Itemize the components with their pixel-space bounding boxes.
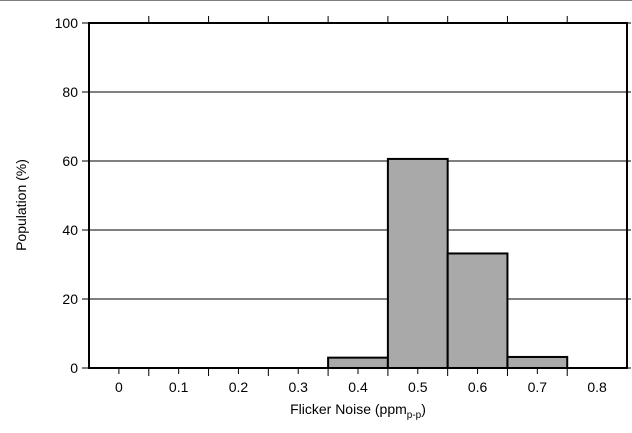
y-tick-label-0: 0 (70, 360, 78, 376)
y-axis-label: Population (%) (13, 159, 29, 251)
y-tick-label-40: 40 (62, 222, 78, 238)
tick-labels: 0 0.1 0.2 0.3 0.4 0.5 0.6 0.7 0.8 0 20 40 60 80 100 (55, 15, 607, 395)
ticks (82, 16, 631, 376)
x-tick-label-0.6: 0.6 (468, 379, 488, 395)
x-tick-label-0.3: 0.3 (288, 379, 308, 395)
x-tick-label-0.7: 0.7 (528, 379, 548, 395)
x-tick-label-0: 0 (115, 379, 123, 395)
x-tick-label-0.1: 0.1 (169, 379, 189, 395)
x-tick-label-0.4: 0.4 (348, 379, 368, 395)
bar-0.5 (386, 157, 449, 369)
bar-0.7 (506, 355, 569, 369)
y-tick-label-80: 80 (62, 84, 78, 100)
x-tick-label-0.2: 0.2 (229, 379, 249, 395)
y-tick-label-100: 100 (55, 15, 79, 31)
x-tick-label-0.5: 0.5 (408, 379, 428, 395)
y-tick-label-60: 60 (62, 153, 78, 169)
x-axis-label-suffix: ) (421, 401, 426, 417)
plot-frame (88, 22, 628, 369)
bar-0.4 (327, 356, 389, 369)
x-axis-label: Flicker Noise (ppmp-p) (290, 401, 426, 421)
x-tick-label-0.8: 0.8 (587, 379, 607, 395)
x-axis-label-main: Flicker Noise (ppm (290, 401, 407, 417)
bars (327, 157, 569, 370)
x-axis-label-subscript: p-p (407, 410, 422, 421)
bar-0.6 (446, 252, 509, 370)
top-rule (0, 0, 632, 1)
y-tick-label-20: 20 (62, 291, 78, 307)
grid-lines (89, 91, 627, 300)
